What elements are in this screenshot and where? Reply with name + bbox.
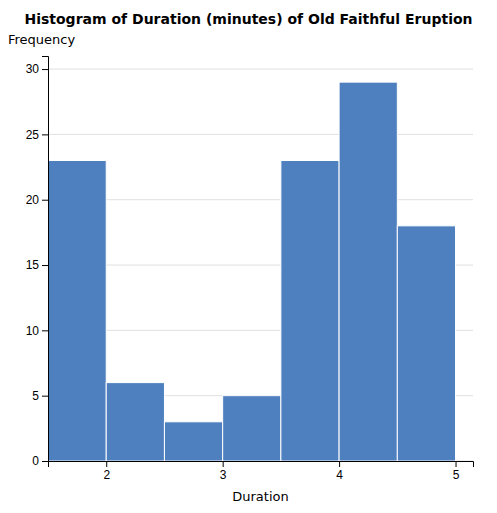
tick-label: 4 (336, 468, 343, 482)
bars (48, 82, 456, 461)
y-axis-tick: 30 (26, 62, 48, 76)
tick-mark (42, 265, 48, 266)
grid-line (48, 134, 473, 135)
y-axis-tick: 15 (26, 258, 48, 272)
title: Histogram of Duration (minutes) of Old F… (24, 11, 472, 27)
tick-mark (42, 461, 48, 462)
bar (397, 226, 455, 461)
tick-mark (339, 461, 340, 467)
tick-mark (223, 461, 224, 467)
tick-mark (42, 396, 48, 397)
tick-label: 25 (26, 128, 40, 142)
y-axis-tick: 25 (26, 128, 48, 142)
tick-mark (42, 69, 48, 70)
tick-label: 10 (26, 324, 40, 338)
y-axis: 0 5 10 15 20 25 30 (26, 57, 49, 469)
bar (339, 82, 397, 461)
x-axis-tick: 3 (220, 461, 227, 482)
y-axis-tick: 0 (32, 454, 48, 468)
tick-label: 5 (453, 468, 460, 482)
tick-label: 0 (32, 454, 39, 468)
bar (223, 396, 281, 461)
tick-label: 2 (103, 468, 110, 482)
y-axis-title: Frequency (8, 32, 75, 47)
plot-area: 2 3 4 5 0 5 10 15 20 25 30 (26, 57, 474, 482)
x-axis-title: Duration (232, 489, 288, 504)
tick-mark (456, 461, 457, 467)
tick-mark (42, 200, 48, 201)
bar (48, 161, 106, 461)
grid (48, 69, 473, 461)
tick-mark (42, 134, 48, 135)
bar (106, 383, 164, 461)
x-axis: 2 3 4 5 (49, 461, 474, 482)
x-axis-tick: 4 (336, 461, 343, 482)
grid-line (48, 199, 473, 200)
chart: 2 3 4 5 0 5 10 15 20 25 30 Histogram of Duration (m… (0, 0, 497, 513)
y-axis-tick: 10 (26, 324, 48, 338)
y-axis-line (42, 57, 49, 462)
tick-label: 3 (220, 468, 227, 482)
y-axis-tick: 20 (26, 193, 48, 207)
x-axis-tick: 2 (103, 461, 110, 482)
tick-label: 20 (26, 193, 40, 207)
tick-mark (42, 330, 48, 331)
y-axis-tick: 5 (32, 389, 48, 403)
tick-label: 5 (32, 389, 39, 403)
tick-label: 30 (26, 62, 40, 76)
bar (281, 161, 339, 461)
x-axis-tick: 5 (453, 461, 460, 482)
bar (164, 422, 222, 461)
x-axis-line (49, 462, 474, 468)
tick-mark (106, 461, 107, 467)
tick-label: 15 (26, 258, 40, 272)
grid-line (48, 69, 473, 70)
